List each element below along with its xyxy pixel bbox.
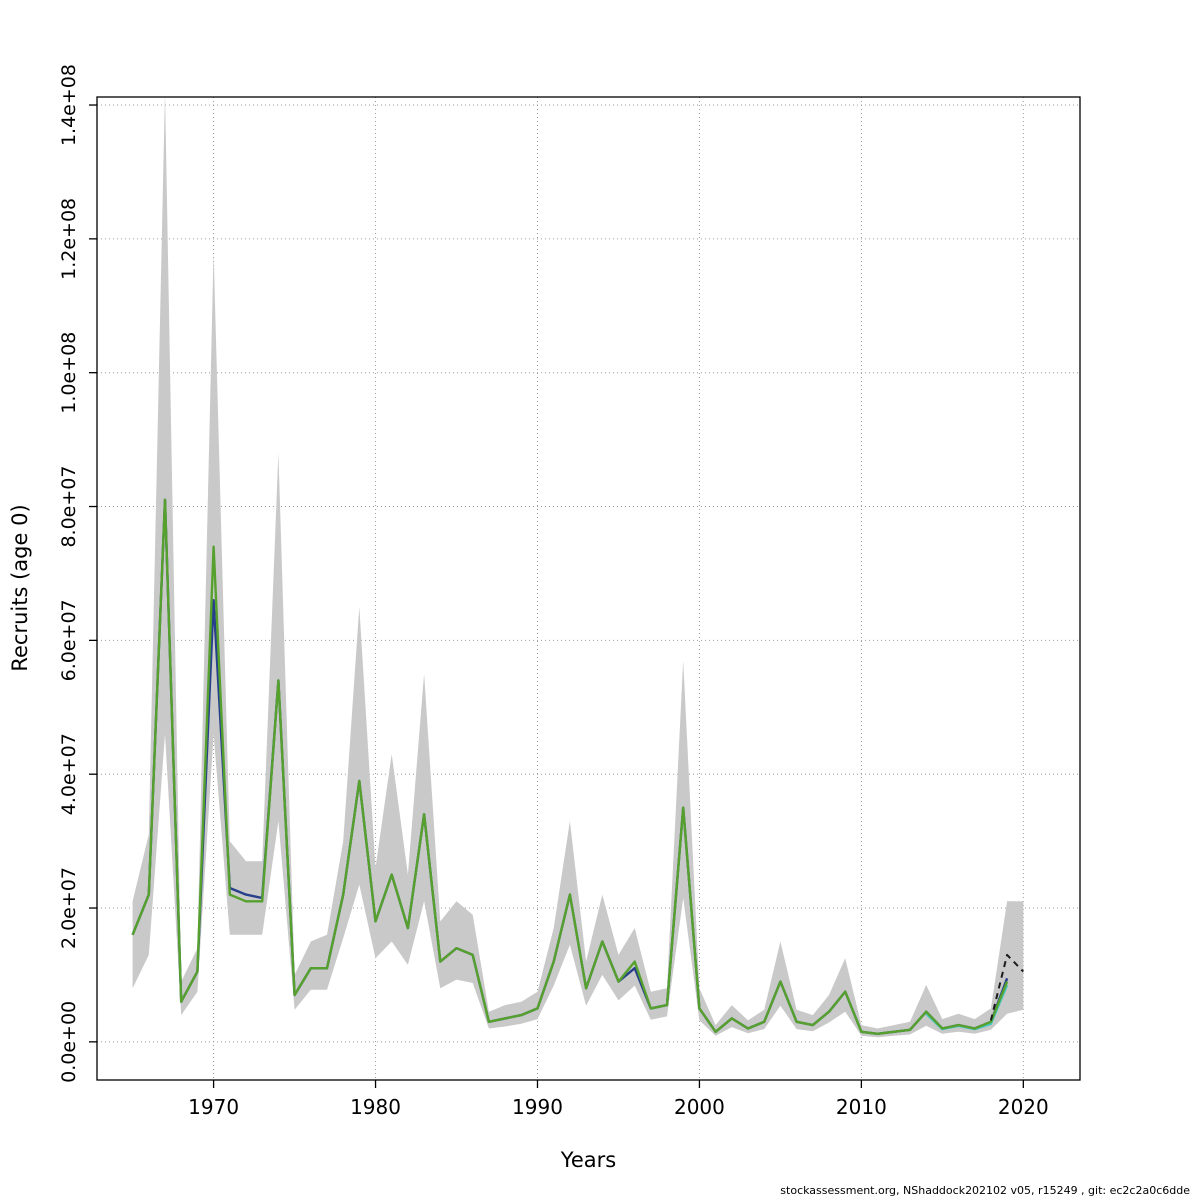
x-tick-label: 2010 — [836, 1095, 887, 1119]
attribution-footer: stockassessment.org, NShaddock202102 v05… — [780, 1184, 1190, 1197]
y-tick-label: 4.0e+07 — [58, 733, 80, 815]
y-tick-label: 1.2e+08 — [58, 198, 80, 280]
series-forecast-dashed — [989, 953, 1025, 1021]
x-tick-label: 2000 — [674, 1095, 725, 1119]
series-estimate-green — [131, 498, 1009, 1035]
y-tick-label: 0.0e+00 — [58, 1001, 80, 1083]
x-tick-label: 1990 — [512, 1095, 563, 1119]
y-tick-label: 8.0e+07 — [58, 466, 80, 548]
x-tick-label: 1970 — [188, 1095, 239, 1119]
y-axis: 0.0e+00 2.0e+07 4.0e+07 6.0e+07 8.0e+07 1.0e+… — [58, 64, 97, 1083]
x-tick-label: 1980 — [350, 1095, 401, 1119]
series-run-blue — [131, 498, 1009, 1035]
y-tick-label: 6.0e+07 — [58, 599, 80, 681]
x-axis: 1970 1980 1990 2000 2010 2020 — [188, 1080, 1049, 1119]
y-tick-label: 2.0e+07 — [58, 867, 80, 949]
y-tick-label: 1.0e+08 — [58, 332, 80, 414]
y-axis-label: Recruits (age 0) — [8, 504, 32, 672]
y-tick-label: 1.4e+08 — [58, 64, 80, 146]
x-axis-label: Years — [560, 1148, 617, 1172]
x-tick-label: 2020 — [998, 1095, 1049, 1119]
plot-border — [96, 96, 1081, 1081]
confidence-band — [132, 97, 1024, 1038]
